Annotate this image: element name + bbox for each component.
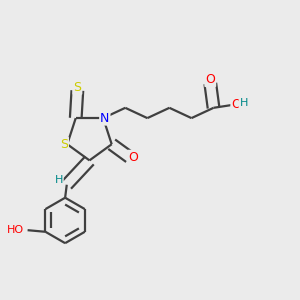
Text: N: N xyxy=(100,112,110,124)
Text: H: H xyxy=(55,175,63,185)
Text: O: O xyxy=(231,98,241,111)
Text: O: O xyxy=(128,151,138,164)
Text: HO: HO xyxy=(7,225,24,235)
Text: H: H xyxy=(239,98,248,108)
Text: S: S xyxy=(60,138,68,151)
Text: S: S xyxy=(74,81,81,94)
Text: O: O xyxy=(206,73,215,86)
